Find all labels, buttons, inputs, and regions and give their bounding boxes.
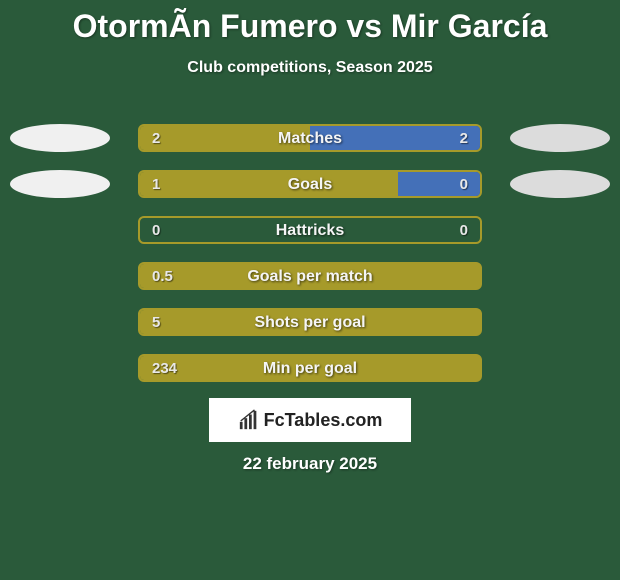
subtitle: Club competitions, Season 2025 <box>0 59 620 77</box>
stat-row: 10Goals <box>0 164 620 210</box>
bar-track: 22Matches <box>138 124 482 152</box>
player2-ellipse <box>510 124 610 152</box>
chart-icon <box>238 409 260 431</box>
bar-track: 5Shots per goal <box>138 308 482 336</box>
bar-track: 10Goals <box>138 170 482 198</box>
stat-label: Min per goal <box>140 360 480 378</box>
stat-label: Goals per match <box>140 268 480 286</box>
stat-row: 0.5Goals per match <box>0 256 620 302</box>
stat-row: 22Matches <box>0 118 620 164</box>
page-title: OtormÃn Fumero vs Mir García <box>0 0 620 45</box>
stat-label: Hattricks <box>140 222 480 240</box>
player2-name: Mir García <box>391 8 548 44</box>
bar-track: 00Hattricks <box>138 216 482 244</box>
player1-name: OtormÃn Fumero <box>73 8 338 44</box>
stat-row: 234Min per goal <box>0 348 620 394</box>
vs-text: vs <box>346 8 382 44</box>
stat-row: 00Hattricks <box>0 210 620 256</box>
stat-row: 5Shots per goal <box>0 302 620 348</box>
player2-ellipse <box>510 170 610 198</box>
stat-label: Matches <box>140 130 480 148</box>
bar-track: 234Min per goal <box>138 354 482 382</box>
stat-label: Goals <box>140 176 480 194</box>
date-text: 22 february 2025 <box>0 454 620 474</box>
logo-box: FcTables.com <box>209 398 411 442</box>
player1-ellipse <box>10 124 110 152</box>
player1-ellipse <box>10 170 110 198</box>
logo-text: FcTables.com <box>264 410 383 431</box>
stat-label: Shots per goal <box>140 314 480 332</box>
stats-chart: 22Matches 10Goals 00Hattricks 0.5Goals per … <box>0 118 620 394</box>
bar-track: 0.5Goals per match <box>138 262 482 290</box>
